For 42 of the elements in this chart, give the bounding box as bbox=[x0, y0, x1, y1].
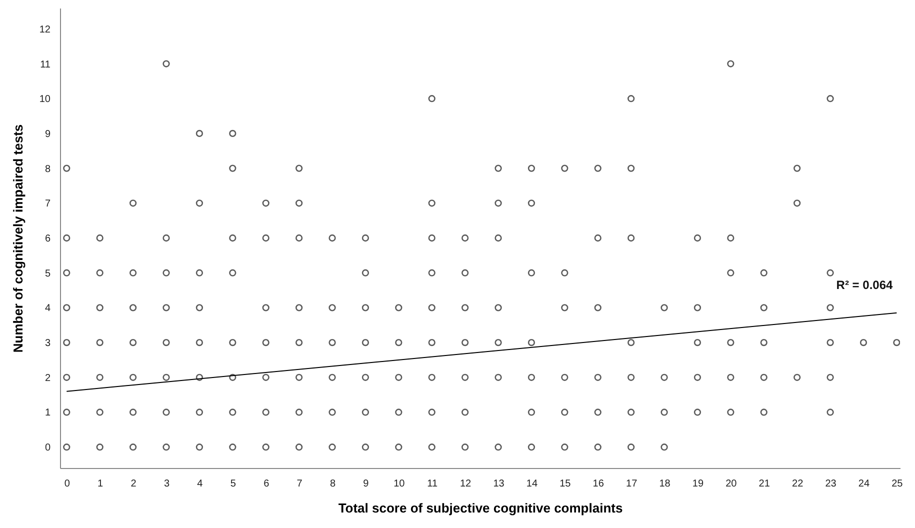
x-tick-label: 15 bbox=[560, 478, 572, 490]
y-tick-label: 10 bbox=[39, 94, 51, 106]
x-tick-label: 19 bbox=[692, 478, 704, 490]
x-tick-label: 5 bbox=[230, 478, 236, 490]
x-tick-label: 22 bbox=[792, 478, 804, 490]
x-tick-label: 21 bbox=[758, 478, 770, 490]
y-tick-label: 8 bbox=[44, 164, 51, 175]
annotation: R² = 0.064 bbox=[836, 278, 893, 292]
x-tick-label: 7 bbox=[296, 478, 303, 490]
y-tick-label: 2 bbox=[44, 372, 51, 384]
y-tick-label: 11 bbox=[40, 59, 51, 70]
y-axis-title: Number of cognitively impaired tests bbox=[10, 124, 26, 353]
y-tick-label: 1 bbox=[44, 408, 51, 419]
y-tick-label: 12 bbox=[39, 24, 51, 36]
x-tick-label: 2 bbox=[130, 478, 137, 490]
x-tick-label: 25 bbox=[892, 478, 904, 490]
x-tick-label: 9 bbox=[363, 478, 370, 490]
y-tick-label: 5 bbox=[44, 268, 51, 280]
x-tick-label: 16 bbox=[592, 478, 604, 490]
x-tick-label: 8 bbox=[330, 478, 336, 490]
x-tick-label: 13 bbox=[493, 478, 505, 490]
x-tick-label: 18 bbox=[659, 478, 671, 490]
x-tick-label: 14 bbox=[526, 478, 538, 490]
x-tick-label: 17 bbox=[626, 478, 638, 490]
x-tick-label: 24 bbox=[858, 478, 870, 490]
x-tick-label: 3 bbox=[164, 478, 170, 490]
x-tick-label: 10 bbox=[394, 478, 406, 490]
x-tick-label: 23 bbox=[825, 478, 837, 490]
x-tick-label: 11 bbox=[427, 478, 438, 490]
y-tick-label: 0 bbox=[44, 442, 51, 454]
y-tick-label: 4 bbox=[44, 303, 51, 314]
x-axis-title: Total score of subjective cognitive complaints bbox=[338, 500, 623, 516]
y-tick-label: 9 bbox=[44, 128, 51, 140]
x-tick-label: 20 bbox=[726, 478, 738, 490]
y-tick-label: 3 bbox=[44, 338, 51, 350]
x-tick-label: 1 bbox=[98, 478, 104, 490]
x-tick-label: 6 bbox=[264, 478, 270, 490]
x-tick-label: 0 bbox=[64, 478, 70, 490]
x-tick-label: 12 bbox=[460, 478, 472, 490]
y-tick-label: 6 bbox=[44, 234, 51, 244]
y-tick-label: 7 bbox=[44, 198, 51, 210]
x-tick-label: 4 bbox=[197, 478, 204, 490]
